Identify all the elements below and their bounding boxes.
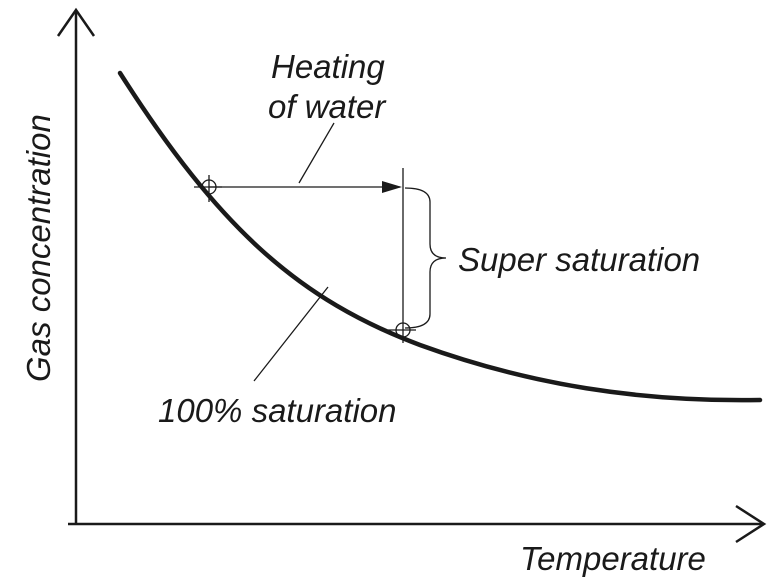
y-axis-arrowhead (56, 7, 96, 37)
y-axis-label: Gas concentration (20, 114, 57, 382)
saturation-curve-label: 100% saturation (158, 392, 397, 429)
x-axis-arrowhead (735, 504, 767, 544)
saturation-curve (117, 70, 763, 403)
super-saturation-brace (404, 187, 447, 329)
heating-leader-line (298, 122, 335, 184)
saturation-leader-line (253, 286, 329, 382)
heating-label-line1: Heating (271, 48, 385, 85)
heating-arrowhead (382, 181, 402, 193)
super-saturation-label: Super saturation (458, 241, 700, 278)
heating-label-line2: of water (268, 88, 387, 125)
x-axis-label: Temperature (520, 540, 706, 577)
